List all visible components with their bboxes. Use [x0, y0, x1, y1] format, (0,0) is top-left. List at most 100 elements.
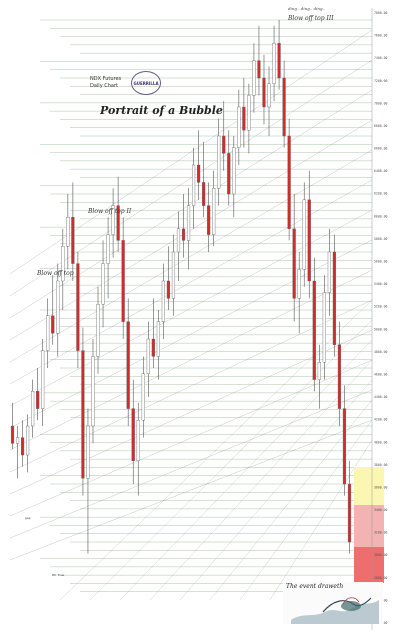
candle-body [257, 60, 261, 79]
illustration-caption: The event draweth [286, 583, 344, 590]
fan-line [9, 239, 373, 429]
price-tick-label: 4600.00 [374, 372, 388, 376]
subtitle-line-1: NDX Futures [90, 76, 122, 82]
candle-body [262, 77, 266, 108]
chart-title: Portrait of a Bubble [100, 104, 223, 117]
fan-line [269, 439, 373, 601]
candle-body [197, 164, 201, 183]
annotation-small-2: BO 3low [52, 573, 65, 577]
price-tick-label: 3200.00 [374, 531, 388, 535]
candle-body [272, 43, 276, 84]
candle-body [307, 199, 311, 282]
price-tick-label: 6800.00 [374, 124, 388, 128]
candle-body [20, 437, 25, 456]
price-tick-label: 3000.00 [374, 553, 388, 557]
fan-line [9, 89, 373, 319]
candle-body [297, 269, 301, 299]
annotation-blow-off-1: Blow off top [37, 270, 74, 277]
brand-logo-text: GUERRILLA [133, 80, 159, 86]
wave-illustration [291, 597, 379, 624]
price-tick-label: 6000.00 [374, 214, 388, 218]
candle-body [212, 187, 216, 235]
fan-line [59, 299, 373, 601]
fan-line [9, 269, 373, 451]
candle-body [126, 321, 130, 409]
fan-line [239, 419, 373, 601]
chart-subtitle: NDX Futures Daily Chart [90, 76, 121, 90]
candle-body [312, 280, 316, 380]
candle-body [171, 251, 176, 299]
candle-body [342, 408, 347, 485]
candle-body [252, 60, 256, 96]
candle-body [327, 251, 331, 293]
candle-body [61, 245, 65, 282]
candle-body [86, 425, 90, 479]
candle-body [31, 391, 35, 427]
candle-body [106, 234, 110, 264]
price-tick-label: 3400.00 [374, 508, 388, 512]
candle-body [227, 153, 231, 195]
candle-body [116, 205, 120, 241]
candle-body [66, 216, 70, 247]
candle-body [111, 205, 115, 235]
price-tick-label: 7400.00 [374, 56, 388, 60]
fan-line [9, 329, 373, 495]
candle-body [81, 350, 85, 479]
candle-body [46, 315, 50, 351]
candle-body [96, 304, 100, 357]
candle-body [41, 350, 45, 409]
price-tick-label: 5000.00 [374, 327, 388, 331]
price-tick-label: 3600.00 [374, 485, 388, 489]
candle-body [15, 437, 20, 444]
price-tick-label: 5600.00 [374, 260, 388, 264]
fan-line [119, 339, 373, 601]
candle-body [101, 263, 105, 305]
price-tick-label: 5800.00 [374, 237, 388, 241]
candle-body [151, 338, 155, 357]
annotation-ding: ding.. ding.. ding.. [288, 6, 326, 11]
candle-body [26, 425, 30, 456]
candle-body [71, 216, 75, 264]
fan-line [9, 299, 373, 473]
wave-shape [291, 600, 379, 624]
annotation-small-1: gap [25, 516, 31, 520]
candle-body [222, 135, 226, 154]
candle-body [242, 106, 246, 131]
candle-body [247, 95, 251, 131]
candle-body [56, 280, 60, 334]
price-tick-label: 6200.00 [374, 192, 388, 196]
fan-line [149, 359, 373, 601]
fan-line [9, 419, 373, 561]
price-tick-label: 5400.00 [374, 282, 388, 286]
creature-fin [342, 597, 360, 605]
zone-pink [354, 505, 384, 547]
candle-body [332, 251, 336, 346]
candle-body [302, 199, 306, 270]
candle-body [267, 83, 271, 108]
candle-body [317, 362, 321, 380]
candle-body [51, 315, 55, 334]
candle-body [277, 43, 281, 79]
annotation-blow-off-2: Blow off top II [88, 208, 132, 215]
price-tick-label: 4800.00 [374, 350, 388, 354]
fan-line [9, 119, 373, 341]
price-tick-label: 7000.00 [374, 101, 388, 105]
candle-body [191, 164, 196, 206]
price-tick-label: 7600.00 [374, 34, 388, 38]
target-zones [354, 467, 384, 583]
candle-body [202, 182, 206, 206]
price-tick-label: 4000.00 [374, 440, 388, 444]
candles [10, 20, 352, 554]
fan-line [9, 359, 373, 517]
candle-body [347, 483, 352, 543]
fan-line [9, 59, 373, 297]
annotation-blow-off-3: Blow off top III [288, 15, 334, 22]
fan-line [209, 399, 373, 601]
candle-body [186, 205, 191, 241]
price-tick-label: 4400.00 [374, 395, 388, 399]
candle-body [121, 240, 125, 322]
candle-body [141, 373, 145, 421]
candle-body [232, 147, 236, 195]
